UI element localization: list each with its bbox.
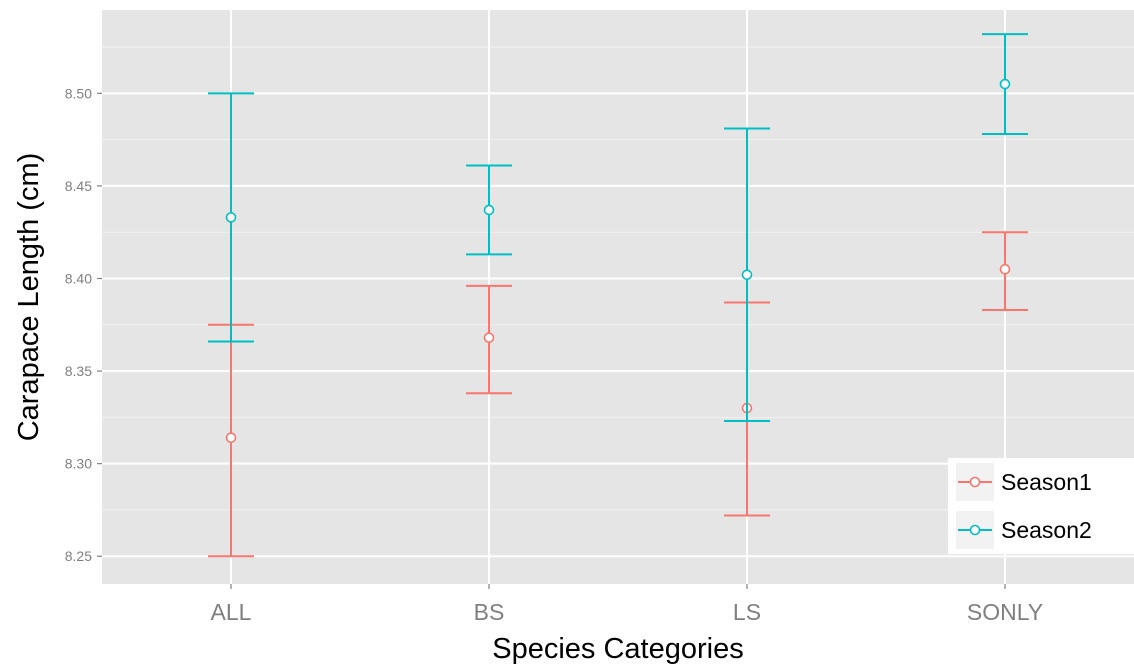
y-tick-label: 8.50 xyxy=(65,85,92,101)
y-tick-label: 8.25 xyxy=(65,548,92,564)
mean-point-season2 xyxy=(225,212,237,223)
x-axis-title: Species Categories xyxy=(492,633,743,665)
legend-label-season1: Season1 xyxy=(1001,469,1092,495)
mean-point-season2 xyxy=(483,204,495,216)
x-tick-label: ALL xyxy=(211,599,252,625)
mean-point-season1 xyxy=(225,432,237,444)
x-tick-label: LS xyxy=(733,599,761,625)
minor-gridlines xyxy=(102,46,1134,511)
legend-key-point-season1 xyxy=(969,476,981,488)
mean-point-season2 xyxy=(999,78,1011,90)
legend-label-season2: Season2 xyxy=(1001,517,1092,543)
x-tick-label: SONLY xyxy=(967,599,1043,625)
y-tick-label: 8.30 xyxy=(65,456,92,472)
y-tick-label: 8.40 xyxy=(65,270,92,286)
x-axis-ticks: ALL BS LS SONLY xyxy=(211,584,1043,625)
mean-point-season1 xyxy=(999,263,1011,275)
y-tick-label: 8.35 xyxy=(65,363,92,379)
error-bars xyxy=(208,33,1028,558)
legend-key-point-season2 xyxy=(969,524,981,536)
y-axis-ticks: 8.25 8.30 8.35 8.40 8.45 8.50 xyxy=(65,85,102,564)
y-tick-label: 8.45 xyxy=(65,178,92,194)
legend: Season1 Season2 xyxy=(948,458,1134,554)
y-axis-title: Carapace Length (cm) xyxy=(13,153,45,442)
mean-point-season1 xyxy=(483,332,495,344)
x-tick-label: BS xyxy=(474,599,505,625)
mean-point-season2 xyxy=(741,269,753,281)
